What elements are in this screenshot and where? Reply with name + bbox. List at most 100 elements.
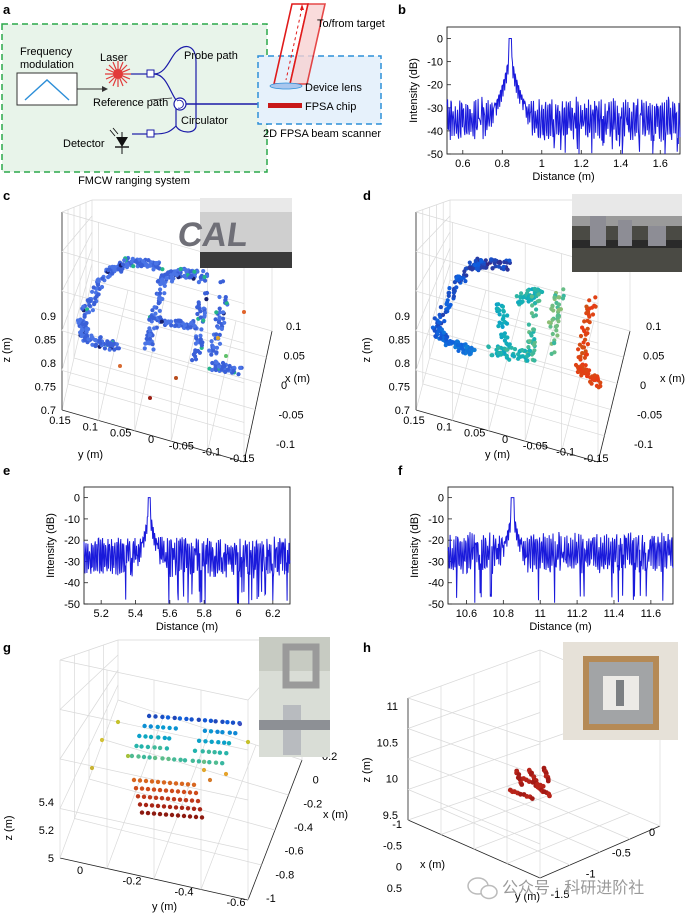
grid-line [61,231,93,292]
point [501,264,506,269]
tick-label: 5.2 [39,825,54,837]
point [527,339,532,344]
point [144,336,149,341]
point [206,749,212,754]
panel-d-zlabel: z (m) [361,337,373,362]
point [220,360,226,366]
point [469,345,474,350]
point [532,342,537,348]
panel-a-label: a [3,2,11,17]
point [556,319,561,324]
outlier-point [207,777,213,783]
point [157,787,163,793]
point [512,347,518,352]
tick-label: 10 [386,774,398,786]
point [531,350,536,356]
point [150,308,155,313]
point [220,730,225,735]
point [158,287,163,292]
point [174,323,179,328]
point [227,363,232,369]
point [167,804,173,810]
point [540,783,546,789]
point [164,275,169,281]
beam-axis [285,7,303,81]
panel-g-ylabel: y (m) [152,901,177,913]
point [188,325,193,330]
point [485,262,490,267]
point [137,733,142,739]
detector-icon [109,127,129,154]
panel-h-zlabel: z (m) [361,757,373,782]
point [131,264,136,269]
grid-line [524,310,559,442]
point [583,332,588,337]
point [579,373,584,378]
point [550,317,555,322]
point [167,725,172,731]
point [223,297,228,302]
grid-line [59,669,119,760]
point [198,333,203,338]
point [472,262,478,268]
panel-h-label: h [363,640,371,655]
point [452,288,457,294]
point [501,308,506,313]
point [489,353,494,358]
point [191,806,197,811]
panel-a: a FMCW ranging system Frequency modulati… [1,2,385,187]
x-tick-label: 0.8 [495,158,510,170]
grid-line [59,758,249,801]
point [83,323,88,328]
grid-line [91,279,273,332]
point [436,320,441,325]
point [177,716,183,721]
point [531,327,537,332]
point [496,264,501,269]
point [227,730,232,735]
point [171,271,176,277]
point [598,384,603,389]
point [159,796,165,801]
point [216,364,221,369]
tick-label: -0.4 [175,886,194,898]
point [175,789,181,794]
tick-label: 0.1 [83,421,98,433]
x-tick-label: 1.6 [653,158,668,170]
point [155,265,160,270]
point [200,749,205,754]
point [554,323,560,328]
tick-label: 0.05 [284,351,305,363]
point [90,308,95,313]
point [442,319,447,324]
point [236,372,241,377]
grid-line [61,263,93,371]
point [220,761,225,766]
x-tick-label: 0.6 [455,158,470,170]
point [157,745,163,751]
tick-label: 0 [502,434,508,446]
point [148,724,153,729]
panel-h-ylabel: y (m) [515,891,540,903]
point [213,367,218,373]
panel-g-xlabel: x (m) [323,809,348,821]
point [184,268,189,273]
point [163,812,169,817]
point [133,258,138,263]
panel-f-label: f [398,463,403,478]
point [210,360,215,366]
point [209,739,214,744]
point [217,306,222,311]
panel-d-xlabel: x (m) [660,373,685,385]
point [586,371,591,376]
point [496,345,501,350]
point [199,327,204,332]
point [587,298,592,303]
point [212,750,217,755]
point [178,319,183,324]
point [157,308,162,313]
y-tick-label: -10 [64,514,80,526]
panel-g-zlabel: z (m) [3,815,15,840]
